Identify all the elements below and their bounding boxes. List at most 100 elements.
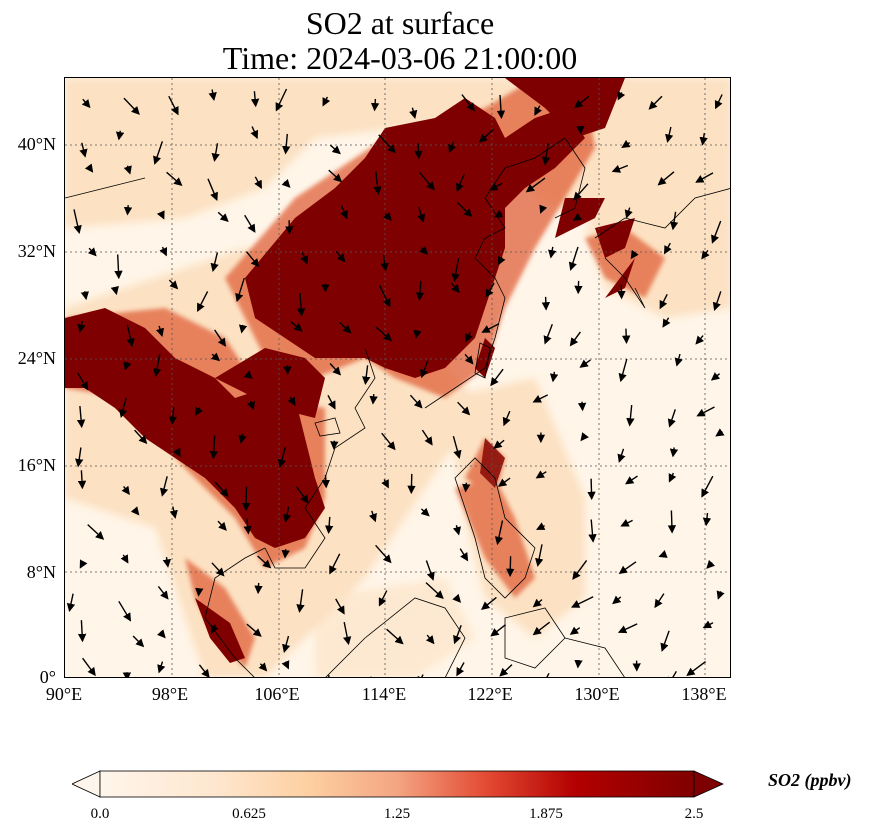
wind-arrow bbox=[81, 98, 91, 109]
lat-label-40n: 40°N bbox=[17, 134, 56, 154]
wind-arrow bbox=[118, 397, 128, 419]
wind-arrow bbox=[166, 171, 183, 187]
wind-arrow bbox=[620, 519, 633, 527]
wind-arrow bbox=[546, 672, 550, 677]
wind-arrow bbox=[419, 245, 428, 255]
wind-arrow bbox=[588, 519, 597, 543]
wind-arrow bbox=[322, 96, 331, 107]
wind-arrow bbox=[493, 439, 505, 449]
wind-arrow bbox=[497, 477, 511, 487]
wind-arrow bbox=[648, 95, 663, 110]
wind-arrow bbox=[574, 95, 590, 109]
colorbar-tick-1-25: 1.25 bbox=[383, 806, 411, 822]
wind-arrow bbox=[696, 406, 715, 417]
wind-arrow bbox=[612, 595, 622, 605]
wind-arrow bbox=[132, 635, 145, 648]
wind-arrow bbox=[654, 593, 665, 609]
wind-arrow bbox=[701, 475, 714, 498]
wind-arrow bbox=[456, 662, 465, 677]
wind-arrow bbox=[126, 324, 135, 348]
wind-arrow bbox=[658, 550, 668, 558]
wind-arrow bbox=[172, 447, 181, 458]
wind-arrow bbox=[548, 246, 557, 259]
wind-arrow bbox=[534, 105, 542, 116]
lon-label-98e: 98°E bbox=[151, 684, 189, 704]
wind-arrow bbox=[532, 621, 551, 636]
wind-arrow bbox=[77, 620, 87, 643]
colorbar-tick-1-875: 1.875 bbox=[529, 806, 563, 822]
wind-arrow bbox=[617, 448, 626, 463]
wind-arrow bbox=[257, 555, 272, 569]
wind-arrow bbox=[321, 474, 330, 489]
wind-arrow bbox=[572, 212, 583, 221]
wind-arrow bbox=[541, 143, 551, 166]
wind-arrow bbox=[330, 440, 339, 450]
wind-arrow bbox=[457, 202, 473, 218]
wind-arrow bbox=[549, 371, 559, 383]
wind-arrow bbox=[246, 623, 262, 637]
wind-arrow bbox=[497, 255, 506, 266]
wind-arrow bbox=[701, 249, 710, 260]
wind-arrow bbox=[295, 486, 309, 504]
wind-arrow bbox=[208, 89, 217, 101]
wind-arrow bbox=[162, 556, 172, 568]
wind-arrow bbox=[381, 432, 396, 451]
wind-arrow bbox=[420, 507, 430, 517]
wind-arrow bbox=[459, 548, 469, 562]
wind-arrow bbox=[577, 401, 587, 412]
wind-arrow bbox=[464, 353, 474, 365]
lat-label-16n: 16°N bbox=[17, 455, 56, 475]
wind-arrow bbox=[380, 254, 389, 272]
wind-arrow bbox=[667, 510, 677, 534]
wind-arrow bbox=[87, 524, 105, 540]
wind-arrow bbox=[624, 207, 633, 219]
wind-arrow bbox=[123, 165, 132, 175]
wind-arrow bbox=[156, 210, 165, 220]
wind-arrow bbox=[383, 211, 392, 221]
wind-arrow bbox=[115, 130, 125, 141]
wind-arrow bbox=[368, 510, 377, 523]
wind-arrow bbox=[536, 522, 546, 530]
wind-arrow bbox=[159, 476, 169, 497]
wind-arrow bbox=[258, 662, 268, 672]
wind-arrow bbox=[378, 134, 396, 154]
wind-arrow bbox=[407, 473, 416, 495]
wind-arrow bbox=[532, 394, 549, 403]
wind-arrow bbox=[210, 624, 219, 634]
wind-arrow bbox=[409, 394, 423, 409]
wind-arrow bbox=[217, 211, 229, 223]
wind-arrow bbox=[209, 435, 218, 460]
wind-arrow bbox=[669, 447, 679, 458]
wind-arrow bbox=[243, 370, 253, 380]
wind-arrow bbox=[699, 132, 708, 146]
wind-arrow bbox=[574, 659, 583, 669]
wind-arrow bbox=[123, 205, 133, 216]
wind-arrow bbox=[702, 620, 714, 629]
wind-arrow bbox=[457, 401, 471, 416]
wind-arrow bbox=[282, 506, 292, 523]
wind-arrow bbox=[343, 621, 352, 646]
wind-arrow bbox=[369, 394, 378, 405]
wind-arrow bbox=[375, 544, 392, 564]
wind-arrow bbox=[626, 405, 635, 427]
wind-arrow bbox=[214, 481, 229, 498]
wind-arrow bbox=[247, 400, 255, 411]
wind-arrow bbox=[506, 556, 515, 578]
wind-arrow bbox=[543, 324, 553, 345]
wind-arrow bbox=[79, 559, 88, 569]
wind-arrow bbox=[417, 206, 426, 223]
gridlines bbox=[65, 78, 730, 677]
wind-arrow bbox=[155, 325, 165, 337]
colorbar-extend-high bbox=[693, 770, 724, 798]
wind-arrow bbox=[77, 320, 86, 333]
wind-arrow bbox=[134, 429, 148, 445]
wind-arrow bbox=[84, 163, 94, 173]
so2-map-panel bbox=[64, 77, 731, 678]
wind-arrow bbox=[282, 133, 291, 155]
wind-arrow bbox=[214, 329, 226, 347]
wind-arrow bbox=[244, 214, 256, 233]
lon-label-90e: 90°E bbox=[45, 684, 83, 704]
wind-arrow bbox=[630, 249, 639, 260]
wind-arrow bbox=[461, 94, 475, 112]
wind-arrow bbox=[485, 282, 495, 298]
